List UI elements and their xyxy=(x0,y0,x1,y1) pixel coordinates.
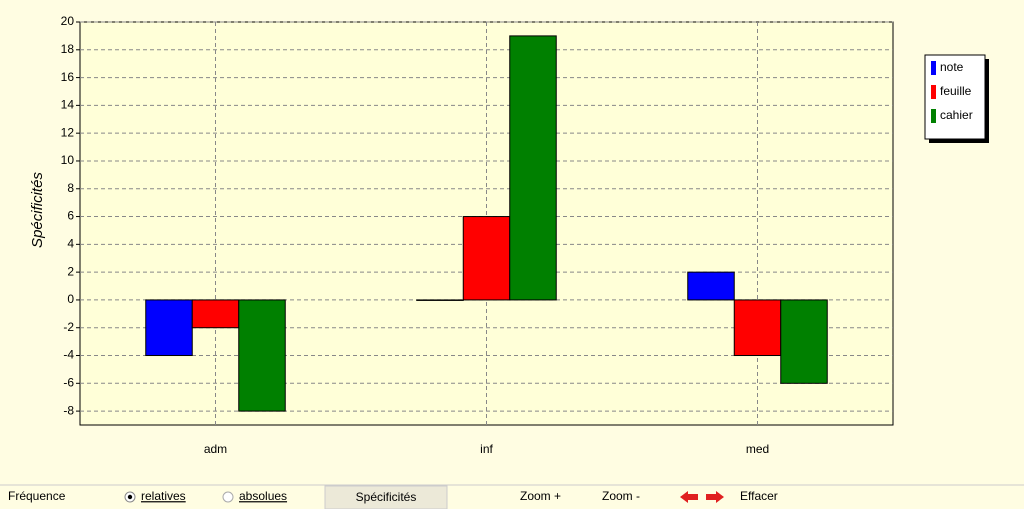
radio-label[interactable]: absolues xyxy=(239,489,287,503)
y-tick-label: -6 xyxy=(63,375,74,389)
arrow-right[interactable] xyxy=(706,491,724,503)
legend-label: cahier xyxy=(940,108,973,122)
bar xyxy=(191,299,240,329)
zoom-in[interactable]: Zoom + xyxy=(520,489,561,503)
specificites-button[interactable]: Spécificités xyxy=(324,485,448,509)
y-tick-label: 14 xyxy=(61,98,75,112)
y-axis-label: Spécificités xyxy=(29,172,46,248)
legend: note feuille cahier xyxy=(924,54,989,143)
button-label[interactable]: Spécificités xyxy=(356,490,417,504)
arrow-left[interactable] xyxy=(680,491,698,503)
legend-label: feuille xyxy=(940,84,972,98)
bar xyxy=(509,35,557,301)
legend-swatch xyxy=(931,85,936,99)
legend-label: note xyxy=(940,60,964,74)
bar xyxy=(462,216,511,301)
button[interactable] xyxy=(324,485,448,509)
frequence-label: Fréquence xyxy=(8,489,66,503)
y-tick-label: 12 xyxy=(61,125,75,139)
radio[interactable] xyxy=(222,491,234,503)
bar xyxy=(416,299,464,301)
y-tick-label: 16 xyxy=(61,70,75,84)
bar xyxy=(780,299,828,384)
y-tick-label: -4 xyxy=(63,348,74,362)
zoom-out[interactable]: Zoom - xyxy=(602,489,640,503)
y-tick-label: 4 xyxy=(67,237,74,251)
y-tick-label: -2 xyxy=(63,320,74,334)
legend-swatch xyxy=(931,61,936,75)
y-tick-label: 2 xyxy=(67,264,74,278)
bar xyxy=(145,299,193,357)
y-tick-label: 8 xyxy=(67,181,74,195)
radio-relatives[interactable]: relatives xyxy=(124,489,186,503)
x-tick-label: med xyxy=(746,442,769,456)
bar xyxy=(733,299,782,357)
bar xyxy=(687,271,735,301)
arrows[interactable] xyxy=(680,491,724,503)
y-tick-label: 6 xyxy=(67,209,74,223)
radio-dot xyxy=(127,494,133,500)
clear[interactable]: Effacer xyxy=(740,489,778,503)
radio-absolues[interactable]: absolues xyxy=(222,489,287,503)
y-tick-label: 10 xyxy=(61,153,75,167)
legend-swatch xyxy=(931,109,936,123)
x-tick-label: adm xyxy=(204,442,227,456)
y-tick-label: -8 xyxy=(63,403,74,417)
bar xyxy=(238,299,286,412)
radio-label[interactable]: relatives xyxy=(141,489,186,503)
y-tick-label: 20 xyxy=(61,14,75,28)
x-tick-label: inf xyxy=(480,442,493,456)
y-tick-label: 18 xyxy=(61,42,75,56)
y-tick-label: 0 xyxy=(67,292,74,306)
